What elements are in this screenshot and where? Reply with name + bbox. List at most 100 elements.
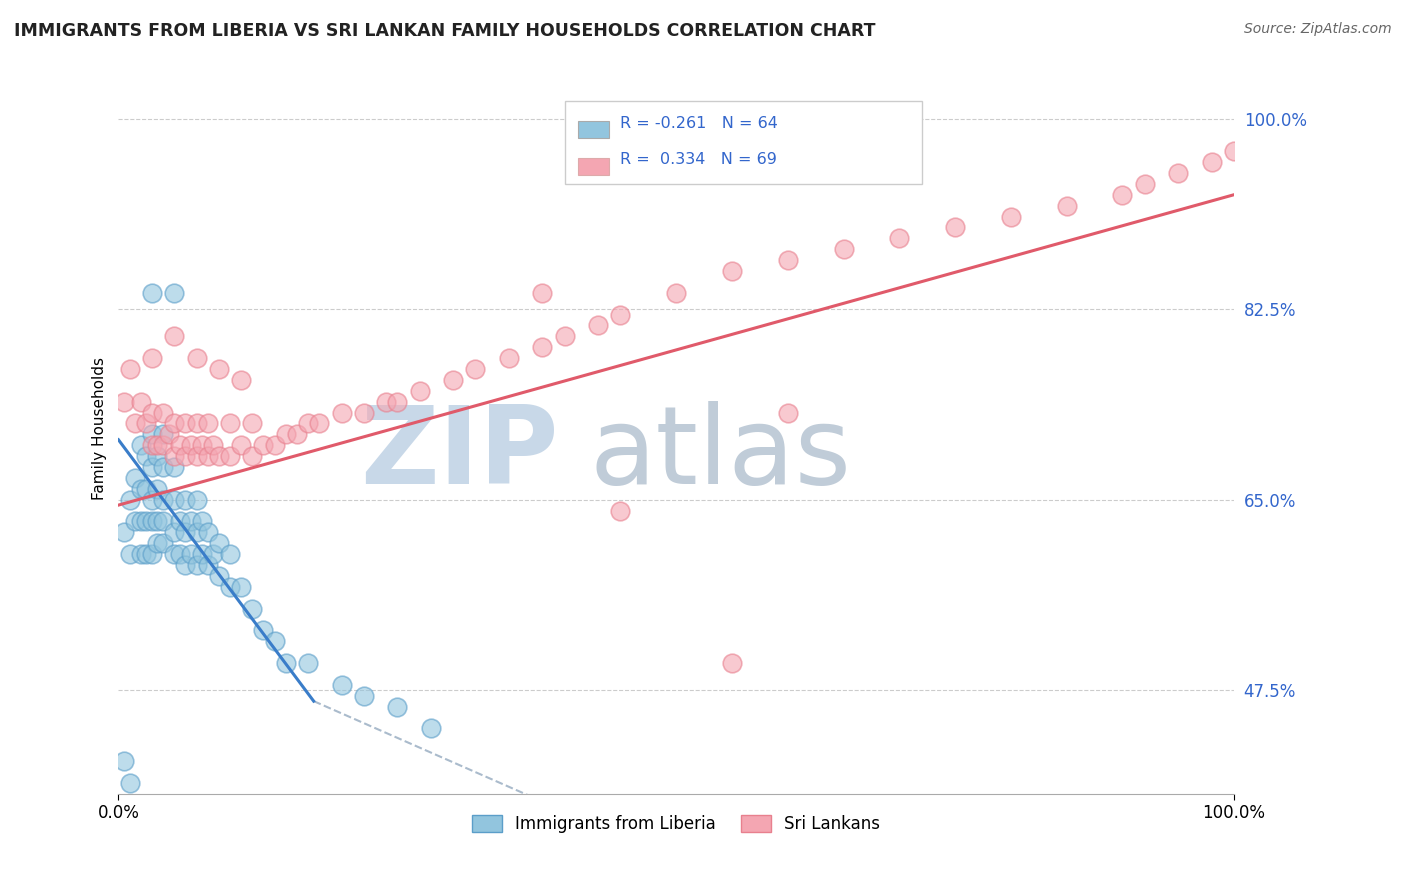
Point (197, 417, 219, 431)
Point (141, 547, 163, 561)
Point (609, 503, 631, 517)
Point (202, 438, 225, 452)
Point (231, 438, 253, 452)
Point (197, 449, 219, 463)
Point (118, 776, 141, 790)
Point (163, 285, 186, 300)
Point (141, 460, 163, 475)
Point (1223, 144, 1246, 158)
Point (146, 449, 169, 463)
Point (141, 351, 163, 365)
Point (274, 427, 297, 442)
Point (387, 394, 409, 409)
Point (186, 417, 208, 431)
Point (297, 656, 319, 670)
Point (129, 547, 152, 561)
Point (163, 547, 186, 561)
Point (169, 547, 191, 561)
FancyBboxPatch shape (565, 101, 921, 185)
Point (112, 525, 135, 540)
Point (180, 438, 202, 452)
Point (152, 515, 174, 529)
Text: R = -0.261   N = 64: R = -0.261 N = 64 (620, 116, 779, 130)
Y-axis label: Family Households: Family Households (93, 358, 107, 500)
Point (186, 449, 208, 463)
Point (152, 427, 174, 442)
Point (498, 351, 520, 365)
Point (441, 373, 464, 387)
Point (135, 417, 157, 431)
Point (118, 547, 141, 561)
Point (285, 427, 308, 442)
Point (129, 438, 152, 452)
Point (419, 722, 441, 736)
Point (174, 525, 197, 540)
Point (129, 394, 152, 409)
Point (152, 536, 174, 550)
Point (263, 438, 285, 452)
Point (124, 417, 146, 431)
Point (152, 492, 174, 507)
Point (943, 220, 966, 235)
Point (330, 405, 353, 419)
Point (146, 438, 169, 452)
Point (219, 449, 242, 463)
Point (308, 417, 330, 431)
Point (157, 427, 180, 442)
Point (124, 515, 146, 529)
Point (186, 351, 208, 365)
Point (240, 417, 263, 431)
Point (129, 482, 152, 496)
Point (186, 525, 208, 540)
Point (174, 492, 197, 507)
Point (231, 580, 253, 594)
Point (191, 547, 214, 561)
Point (219, 580, 242, 594)
Point (118, 362, 141, 376)
Text: ZIP: ZIP (360, 401, 560, 508)
Point (554, 329, 576, 343)
Point (152, 405, 174, 419)
Point (135, 515, 157, 529)
Point (152, 438, 174, 452)
Point (174, 449, 197, 463)
Point (152, 460, 174, 475)
Point (889, 231, 911, 245)
Point (180, 547, 202, 561)
Point (112, 754, 135, 768)
Point (163, 449, 186, 463)
Point (387, 699, 409, 714)
Text: R =  0.334   N = 69: R = 0.334 N = 69 (620, 153, 778, 167)
Point (191, 438, 214, 452)
Point (252, 438, 274, 452)
Point (169, 515, 191, 529)
FancyBboxPatch shape (578, 158, 609, 175)
Point (721, 656, 744, 670)
Point (297, 417, 319, 431)
Point (208, 449, 231, 463)
Text: Source: ZipAtlas.com: Source: ZipAtlas.com (1244, 22, 1392, 37)
Point (531, 285, 554, 300)
Point (180, 515, 202, 529)
Point (163, 329, 186, 343)
Point (118, 492, 141, 507)
Point (1111, 187, 1133, 202)
Point (186, 558, 208, 572)
Point (353, 405, 375, 419)
Point (1133, 177, 1156, 191)
Point (274, 656, 297, 670)
Text: atlas: atlas (589, 401, 852, 508)
Point (721, 264, 744, 278)
Point (174, 558, 197, 572)
Point (1201, 155, 1223, 169)
Point (531, 340, 554, 354)
Point (146, 482, 169, 496)
Point (141, 438, 163, 452)
Point (1000, 210, 1022, 224)
Point (231, 373, 253, 387)
Point (146, 515, 169, 529)
Point (208, 536, 231, 550)
Point (163, 417, 186, 431)
Point (135, 449, 157, 463)
Point (141, 285, 163, 300)
